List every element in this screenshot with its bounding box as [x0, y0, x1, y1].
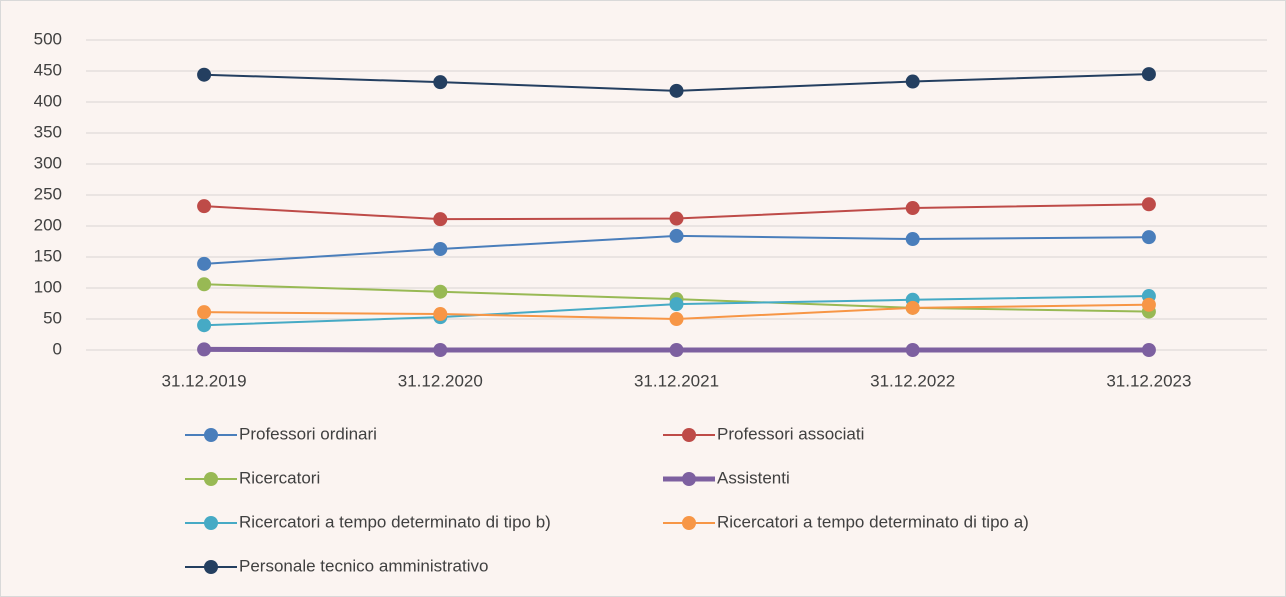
legend-marker [204, 472, 218, 486]
legend-label: Ricercatori a tempo determinato di tipo … [239, 512, 551, 531]
data-point [669, 83, 684, 98]
data-point [1141, 343, 1156, 357]
data-point [197, 67, 212, 82]
data-point [905, 232, 920, 247]
data-point [197, 342, 212, 357]
data-point [905, 300, 920, 315]
legend-marker [204, 560, 218, 574]
x-tick-label: 31.12.2021 [634, 371, 719, 390]
data-point [1141, 230, 1156, 245]
data-point [669, 297, 684, 312]
data-point [197, 277, 212, 292]
data-point [433, 212, 448, 227]
data-point [197, 305, 212, 320]
data-point [1141, 297, 1156, 312]
y-tick-label: 350 [34, 122, 62, 141]
y-tick-label: 500 [34, 29, 62, 48]
y-tick-label: 150 [34, 246, 62, 265]
y-tick-label: 450 [34, 60, 62, 79]
legend-label: Professori associati [717, 424, 864, 443]
data-point [197, 199, 212, 214]
data-point [433, 241, 448, 256]
data-point [1141, 197, 1156, 212]
data-point [433, 307, 448, 322]
data-point [905, 201, 920, 216]
legend-label: Professori ordinari [239, 424, 377, 443]
data-point [1141, 67, 1156, 82]
legend-marker [682, 428, 696, 442]
data-point [197, 256, 212, 271]
data-point [197, 318, 212, 333]
legend-marker [682, 472, 696, 486]
data-point [669, 228, 684, 243]
data-point [433, 75, 448, 90]
data-point [669, 312, 684, 326]
y-tick-label: 50 [43, 308, 62, 327]
y-tick-label: 200 [34, 215, 62, 234]
y-tick-label: 0 [53, 339, 62, 358]
data-point [669, 211, 684, 226]
x-tick-label: 31.12.2019 [162, 371, 247, 390]
x-tick-label: 31.12.2023 [1106, 371, 1191, 390]
data-point [669, 343, 684, 357]
legend-marker [682, 516, 696, 530]
data-point [433, 284, 448, 299]
y-tick-label: 100 [34, 277, 62, 296]
legend-label: Ricercatori a tempo determinato di tipo … [717, 512, 1029, 531]
y-tick-label: 300 [34, 153, 62, 172]
x-tick-label: 31.12.2020 [398, 371, 483, 390]
y-tick-label: 400 [34, 91, 62, 110]
y-tick-label: 250 [34, 184, 62, 203]
legend-marker [204, 428, 218, 442]
legend-label: Ricercatori [239, 468, 320, 487]
data-point [905, 74, 920, 89]
x-tick-label: 31.12.2022 [870, 371, 955, 390]
legend-label: Assistenti [717, 468, 790, 487]
legend-label: Personale tecnico amministrativo [239, 556, 488, 575]
data-point [433, 343, 448, 357]
legend-marker [204, 516, 218, 530]
data-point [905, 343, 920, 357]
